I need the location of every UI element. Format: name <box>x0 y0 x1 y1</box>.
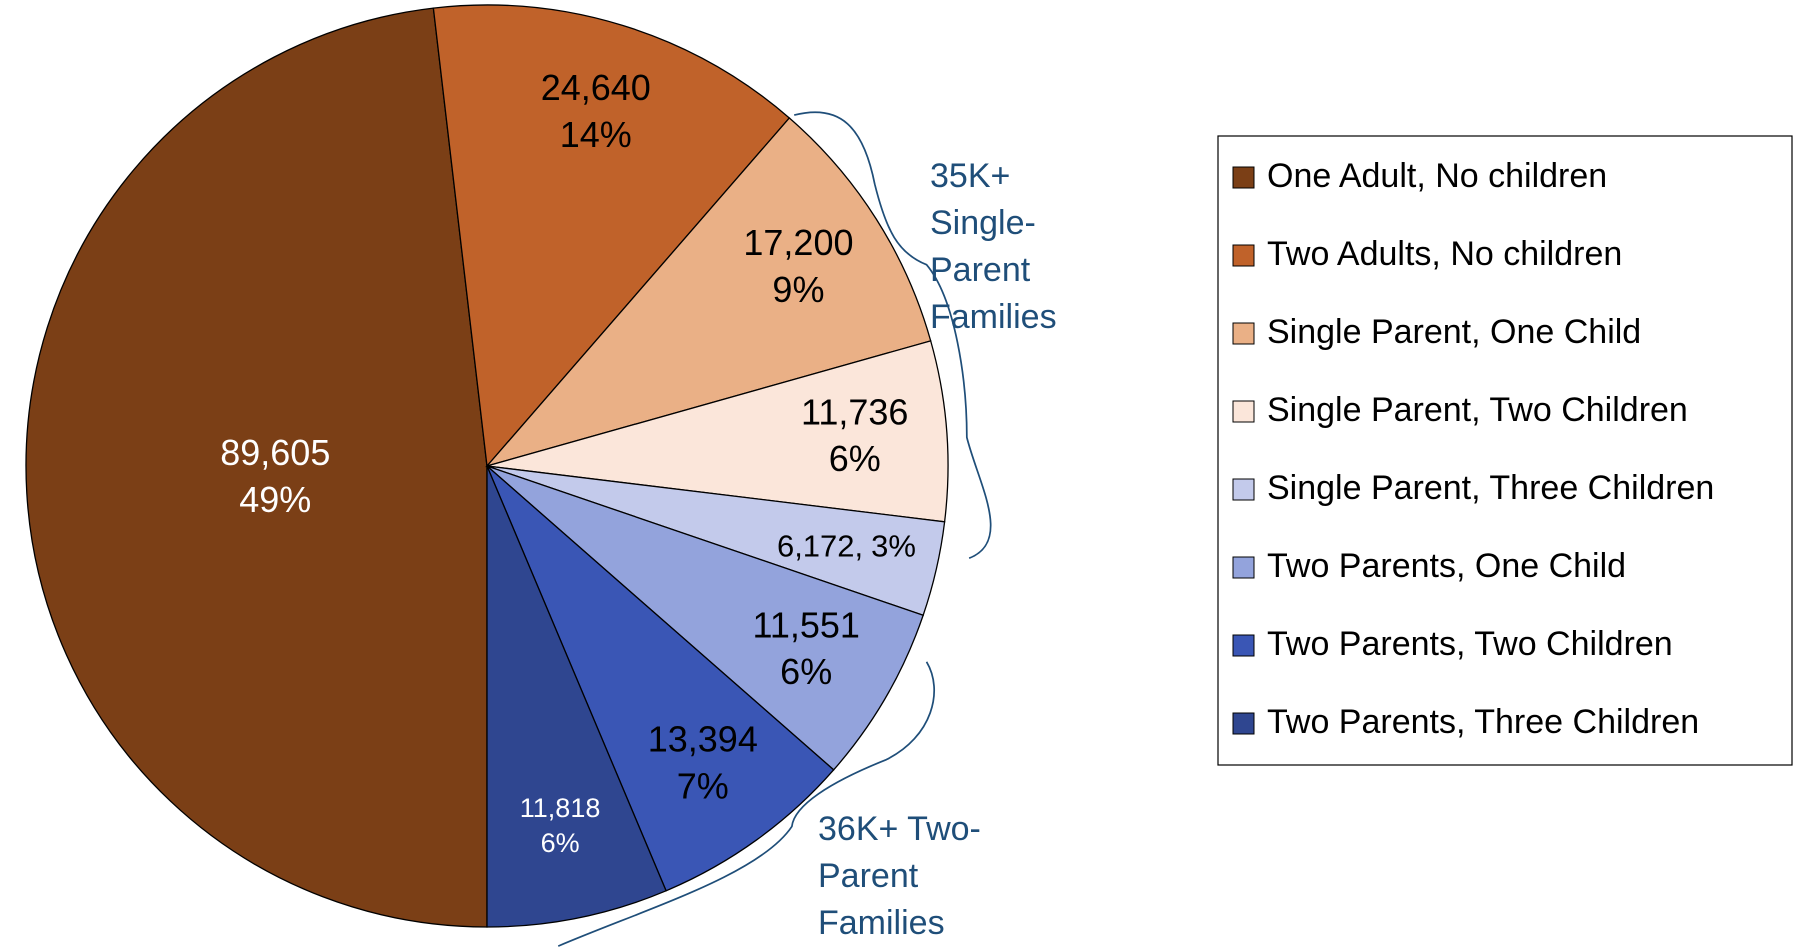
value-label: 6,172, <box>777 529 863 564</box>
value-label: 13,394 <box>648 718 758 759</box>
pie-slice <box>486 465 835 892</box>
legend-swatch <box>1232 556 1255 579</box>
legend-label: Single Parent, Three Children <box>1267 469 1714 507</box>
legend-swatch <box>1232 478 1255 501</box>
value-label: 17,200 <box>743 222 853 263</box>
annotation: Parent <box>818 857 919 895</box>
annotation: Families <box>818 904 945 942</box>
legend-label: Two Adults, No children <box>1267 235 1622 273</box>
percent-label: 6% <box>541 828 580 858</box>
value-label: 89,605 <box>220 431 330 472</box>
data-label: 6,172, 3% <box>777 529 916 564</box>
legend-label: Two Parents, Two Children <box>1267 625 1673 663</box>
legend-label: Single Parent, Two Children <box>1267 391 1688 429</box>
value-label: 11,818 <box>520 793 601 823</box>
pie-slice <box>486 465 667 928</box>
pie-slice <box>432 4 791 468</box>
pie-slice <box>486 465 924 771</box>
annotation: Families <box>930 298 1057 336</box>
brace-two-parent <box>557 661 935 947</box>
legend-swatch <box>1232 322 1255 345</box>
data-label: 13,394 7% <box>648 718 758 806</box>
annotation: Parent <box>930 251 1031 289</box>
percent-label: 9% <box>772 268 824 309</box>
percent-label: 7% <box>677 765 729 806</box>
legend-swatch <box>1232 400 1255 423</box>
percent-label: 14% <box>560 114 632 155</box>
pie-slice <box>486 340 949 523</box>
brace-single-parent <box>793 111 992 560</box>
percent-label: 6% <box>829 438 881 479</box>
percent-label: 6% <box>780 651 832 692</box>
value-label: 11,551 <box>752 604 859 645</box>
legend-label: Two Parents, Three Children <box>1267 703 1699 741</box>
legend-box <box>1217 135 1793 766</box>
data-label: 11,818 6% <box>520 793 601 858</box>
legend-swatch <box>1232 166 1255 189</box>
value-label: 11,736 <box>801 391 908 432</box>
data-label: 11,551 6% <box>752 604 859 692</box>
legend-label: Two Parents, One Child <box>1267 547 1626 585</box>
legend-swatch <box>1232 244 1255 267</box>
legend-label: Single Parent, One Child <box>1267 313 1641 351</box>
pie-slice <box>25 7 488 928</box>
annotation: 36K+ Two- <box>818 810 981 848</box>
data-label: 11,736 6% <box>801 391 908 479</box>
data-label: 89,605 49% <box>220 431 330 519</box>
annotation: 35K+ <box>930 157 1010 195</box>
value-label: 24,640 <box>541 67 651 108</box>
annotation: Single- <box>930 204 1036 242</box>
legend-label: One Adult, No children <box>1267 157 1607 195</box>
percent-label: 49% <box>239 478 311 519</box>
pie-slice <box>485 117 932 468</box>
legend-swatch <box>1232 634 1255 657</box>
percent-label: 3% <box>871 529 916 564</box>
legend-swatch <box>1232 712 1255 735</box>
data-label: 17,200 9% <box>743 222 853 310</box>
braces <box>557 111 992 947</box>
data-label: 24,640 14% <box>541 67 651 155</box>
